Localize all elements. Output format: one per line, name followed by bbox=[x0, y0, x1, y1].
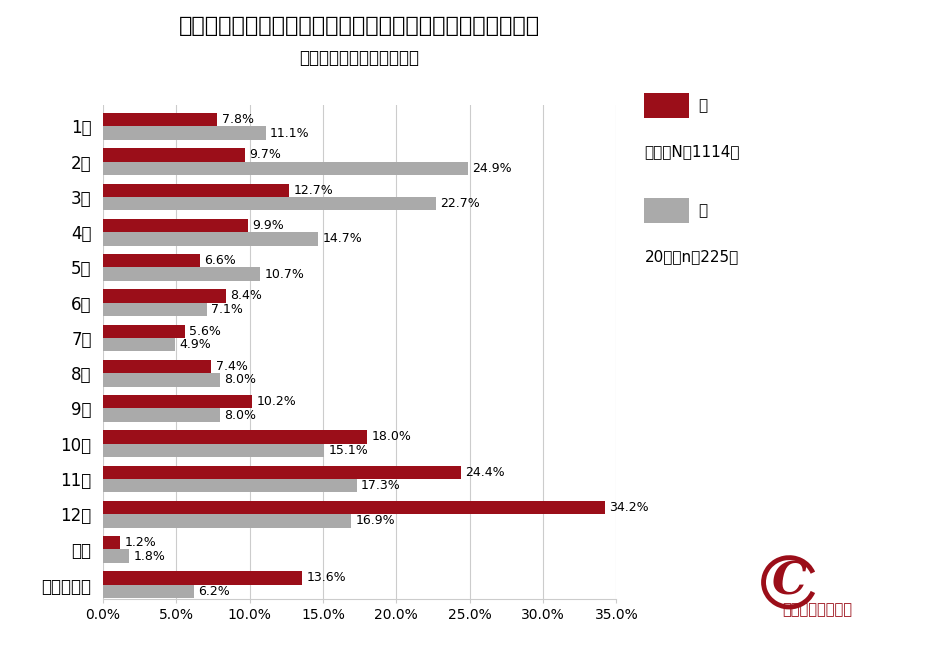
Bar bbox=[103, 254, 200, 267]
Bar bbox=[103, 466, 460, 479]
Text: 12.7%: 12.7% bbox=[293, 184, 333, 197]
Text: 16.9%: 16.9% bbox=[355, 515, 395, 527]
Text: 5.6%: 5.6% bbox=[190, 325, 221, 338]
Bar bbox=[103, 430, 367, 443]
Text: 4.9%: 4.9% bbox=[179, 338, 211, 351]
Bar bbox=[103, 324, 185, 338]
Text: 11.1%: 11.1% bbox=[270, 126, 310, 139]
Text: 10.2%: 10.2% bbox=[257, 395, 297, 408]
Text: 7.1%: 7.1% bbox=[211, 303, 243, 316]
Text: C: C bbox=[771, 561, 807, 604]
Text: 8.0%: 8.0% bbox=[224, 373, 257, 386]
Text: 1.2%: 1.2% bbox=[125, 536, 157, 549]
Bar bbox=[103, 479, 357, 492]
Text: 20代（n＝225）: 20代（n＝225） bbox=[644, 249, 739, 265]
Bar bbox=[103, 290, 226, 303]
Text: 1.8%: 1.8% bbox=[134, 549, 165, 563]
Text: 毎年、何月にふるさと納税の寄付をすることが多いですか？: 毎年、何月にふるさと納税の寄付をすることが多いですか？ bbox=[179, 16, 540, 36]
Bar bbox=[103, 360, 211, 373]
Text: 9.9%: 9.9% bbox=[252, 219, 284, 232]
Text: 18.0%: 18.0% bbox=[372, 430, 411, 443]
Text: 9.7%: 9.7% bbox=[249, 149, 281, 161]
Bar bbox=[103, 585, 193, 598]
Bar bbox=[103, 571, 303, 585]
Text: 34.2%: 34.2% bbox=[609, 501, 649, 514]
Text: ：: ： bbox=[699, 203, 708, 218]
Text: 10.7%: 10.7% bbox=[264, 268, 304, 280]
Bar bbox=[103, 218, 248, 232]
Text: 全体（N＝1114）: 全体（N＝1114） bbox=[644, 144, 740, 159]
Bar bbox=[103, 501, 604, 514]
Bar bbox=[103, 549, 129, 563]
Bar bbox=[103, 232, 318, 245]
Text: 24.9%: 24.9% bbox=[473, 162, 512, 175]
Text: 7.8%: 7.8% bbox=[221, 113, 254, 126]
Bar bbox=[103, 184, 290, 197]
Bar bbox=[103, 514, 351, 528]
Text: 8.0%: 8.0% bbox=[224, 409, 257, 422]
Text: 7.4%: 7.4% bbox=[216, 360, 248, 373]
Text: ふるさとチョイス: ふるさとチョイス bbox=[783, 602, 852, 617]
Text: 14.7%: 14.7% bbox=[323, 232, 362, 245]
Bar bbox=[103, 395, 252, 409]
Bar bbox=[103, 443, 324, 457]
Text: 13.6%: 13.6% bbox=[306, 572, 347, 584]
Bar bbox=[103, 303, 207, 316]
Text: 15.1%: 15.1% bbox=[329, 444, 369, 457]
Bar bbox=[103, 536, 120, 549]
Bar bbox=[103, 162, 468, 175]
Text: 6.6%: 6.6% bbox=[204, 254, 235, 267]
Text: 24.4%: 24.4% bbox=[465, 466, 505, 479]
Bar bbox=[103, 373, 220, 386]
Bar bbox=[103, 197, 436, 211]
Bar bbox=[103, 409, 220, 422]
Text: ：: ： bbox=[699, 98, 708, 113]
Bar bbox=[103, 126, 265, 139]
Bar bbox=[103, 148, 245, 162]
Text: 6.2%: 6.2% bbox=[198, 585, 230, 598]
Text: 17.3%: 17.3% bbox=[361, 479, 401, 492]
Text: （複数回答可／３つまで）: （複数回答可／３つまで） bbox=[300, 49, 419, 67]
Bar bbox=[103, 113, 218, 126]
Text: 8.4%: 8.4% bbox=[231, 290, 262, 303]
Bar bbox=[103, 338, 175, 351]
Bar bbox=[103, 267, 260, 281]
Text: 22.7%: 22.7% bbox=[440, 197, 480, 210]
